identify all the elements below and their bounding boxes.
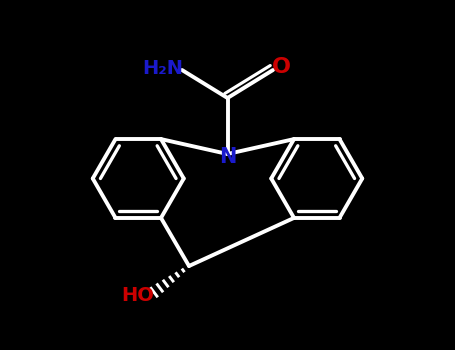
Text: HO: HO (121, 286, 154, 305)
Text: H₂N: H₂N (142, 59, 183, 78)
Text: O: O (272, 57, 291, 77)
Text: N: N (219, 147, 236, 168)
